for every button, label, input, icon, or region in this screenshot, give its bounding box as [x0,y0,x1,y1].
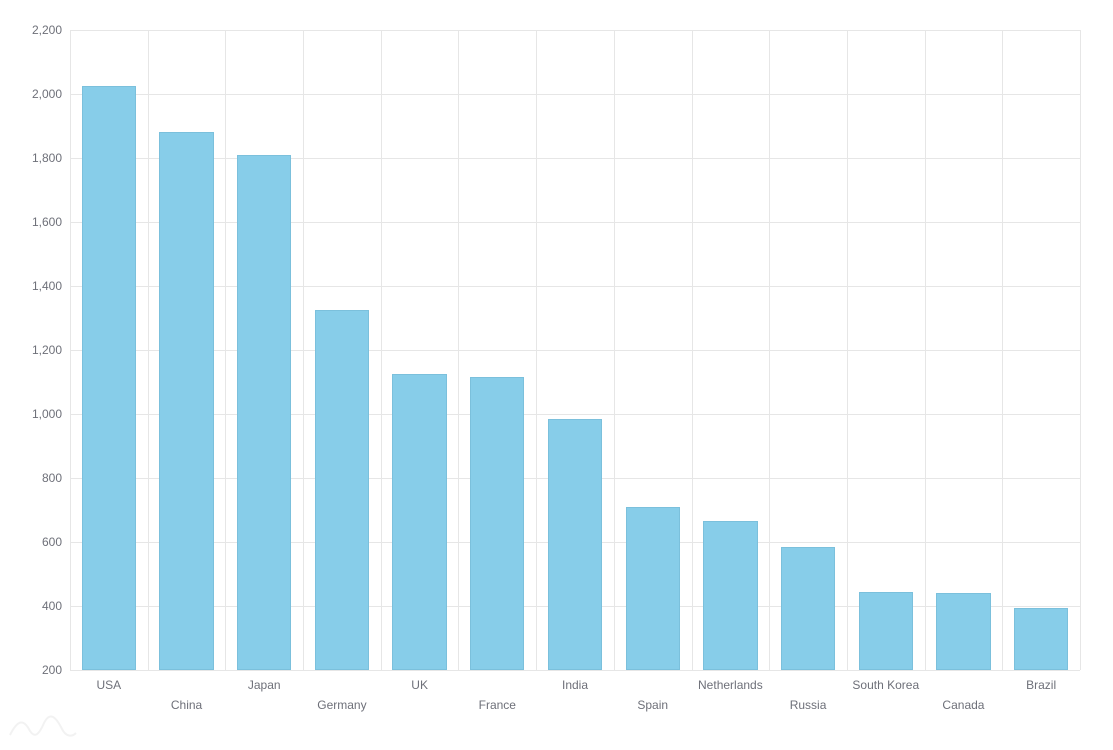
bar[interactable] [392,374,446,670]
gridline-h [70,350,1080,351]
bar[interactable] [237,155,291,670]
bar[interactable] [159,132,213,670]
gridline-v [769,30,770,670]
gridline-h [70,222,1080,223]
bar[interactable] [859,592,913,670]
bar[interactable] [781,547,835,670]
y-tick-label: 800 [42,471,70,485]
bar[interactable] [315,310,369,670]
gridline-v [692,30,693,670]
x-tick-label: India [562,678,588,692]
gridline-v [925,30,926,670]
x-tick-label: China [171,698,202,712]
bar[interactable] [703,521,757,670]
gridline-v [614,30,615,670]
bar[interactable] [82,86,136,670]
x-tick-label: South Korea [852,678,919,692]
y-tick-label: 400 [42,599,70,613]
x-tick-label: Canada [942,698,984,712]
gridline-v [70,30,71,670]
y-tick-label: 200 [42,663,70,677]
watermark-icon [8,713,78,744]
y-tick-label: 1,400 [32,279,70,293]
y-tick-label: 1,200 [32,343,70,357]
gridline-v [381,30,382,670]
gridline-h [70,286,1080,287]
gridline-h [70,670,1080,671]
x-tick-label: Russia [790,698,827,712]
gridline-h [70,30,1080,31]
y-tick-label: 600 [42,535,70,549]
gridline-v [1080,30,1081,670]
x-tick-label: Spain [637,698,668,712]
plot-area: 2004006008001,0001,2001,4001,6001,8002,0… [70,30,1080,670]
bar[interactable] [470,377,524,670]
x-tick-label: USA [97,678,122,692]
gridline-v [847,30,848,670]
gridline-v [225,30,226,670]
y-tick-label: 1,600 [32,215,70,229]
bar[interactable] [1014,608,1068,670]
gridline-h [70,158,1080,159]
x-tick-label: Germany [317,698,366,712]
x-tick-label: Netherlands [698,678,763,692]
bar-chart: 200 400 600 800 1,000 1,200 1,400 1,600 1,800 2,0… [0,0,1113,750]
gridline-h [70,414,1080,415]
gridline-v [1002,30,1003,670]
gridline-v [458,30,459,670]
bar[interactable] [626,507,680,670]
gridline-v [148,30,149,670]
y-tick-label: 2,000 [32,87,70,101]
gridline-h [70,94,1080,95]
gridline-v [303,30,304,670]
y-tick-label: 1,000 [32,407,70,421]
x-tick-label: UK [411,678,428,692]
y-tick-label: 2,200 [32,23,70,37]
y-tick-label: 1,800 [32,151,70,165]
gridline-v [536,30,537,670]
x-tick-label: Brazil [1026,678,1056,692]
bar[interactable] [936,593,990,670]
x-tick-label: France [479,698,516,712]
x-tick-label: Japan [248,678,281,692]
bar[interactable] [548,419,602,670]
